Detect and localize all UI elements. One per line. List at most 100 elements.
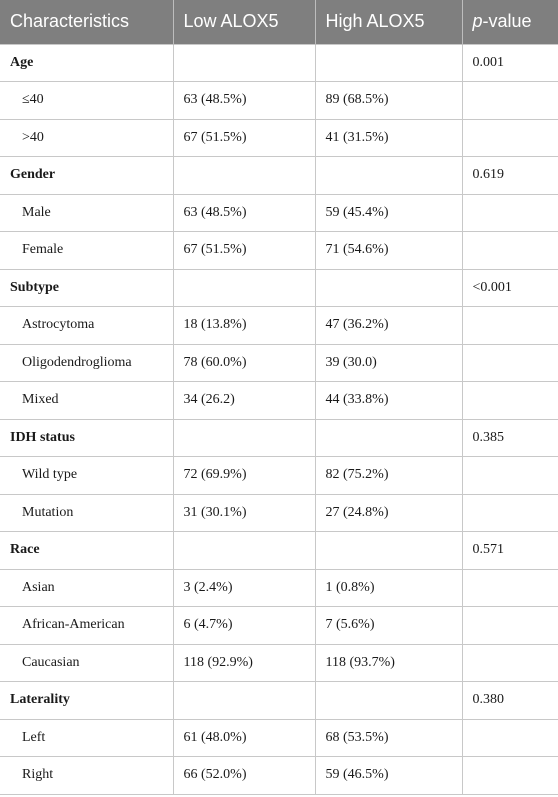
cell-p-value	[461, 306, 558, 345]
table-header: Characteristics Low ALOX5 High ALOX5 p-v…	[0, 0, 558, 44]
cell-low-alox5: 61 (48.0%)	[172, 718, 316, 757]
cell-high-alox5	[314, 681, 463, 720]
table-row: Left 61 (48.0%) 68 (53.5%)	[0, 718, 558, 757]
cell-low-alox5	[172, 268, 316, 307]
cell-p-value	[461, 718, 558, 757]
cell-low-alox5: 31 (30.1%)	[172, 493, 316, 532]
category-row: Laterality 0.380	[0, 681, 558, 720]
cell-high-alox5: 1 (0.8%)	[314, 568, 463, 607]
cell-high-alox5	[314, 43, 463, 82]
cell-p-value: 0.571	[461, 531, 558, 570]
cell-low-alox5	[172, 531, 316, 570]
category-row: Gender 0.619	[0, 156, 558, 195]
cell-characteristic: Astrocytoma	[0, 306, 174, 345]
table-row: Female 67 (51.5%) 71 (54.6%)	[0, 231, 558, 270]
cell-p-value	[461, 568, 558, 607]
header-characteristics: Characteristics	[0, 0, 174, 44]
cell-high-alox5: 41 (31.5%)	[314, 118, 463, 157]
table-row: Mutation 31 (30.1%) 27 (24.8%)	[0, 493, 558, 532]
cell-p-value: 0.380	[461, 681, 558, 720]
cell-low-alox5	[172, 156, 316, 195]
cell-low-alox5: 63 (48.5%)	[172, 81, 316, 120]
cell-high-alox5: 82 (75.2%)	[314, 456, 463, 495]
category-row: Race 0.571	[0, 531, 558, 570]
cell-low-alox5	[172, 681, 316, 720]
cell-high-alox5	[314, 156, 463, 195]
cell-characteristic: ≤40	[0, 81, 174, 120]
table-row: Wild type 72 (69.9%) 82 (75.2%)	[0, 456, 558, 495]
cell-low-alox5: 18 (13.8%)	[172, 306, 316, 345]
cell-high-alox5: 71 (54.6%)	[314, 231, 463, 270]
cell-low-alox5: 3 (2.4%)	[172, 568, 316, 607]
cell-low-alox5: 6 (4.7%)	[172, 606, 316, 645]
cell-characteristic: Oligodendroglioma	[0, 343, 174, 382]
cell-characteristic: Gender	[0, 156, 174, 195]
header-p-rest: -value	[482, 11, 532, 32]
table-body: Age 0.001 ≤40 63 (48.5%) 89 (68.5%) >40 67 (51…	[0, 43, 558, 795]
cell-characteristic: Mixed	[0, 381, 174, 420]
cell-characteristic: Asian	[0, 568, 174, 607]
cell-low-alox5: 67 (51.5%)	[172, 118, 316, 157]
cell-high-alox5: 89 (68.5%)	[314, 81, 463, 120]
table-row: ≤40 63 (48.5%) 89 (68.5%)	[0, 81, 558, 120]
cell-p-value	[461, 381, 558, 420]
cell-low-alox5: 63 (48.5%)	[172, 193, 316, 232]
header-p-italic: p	[472, 11, 483, 32]
cell-low-alox5: 67 (51.5%)	[172, 231, 316, 270]
category-row: IDH status 0.385	[0, 418, 558, 457]
table-row: African-American 6 (4.7%) 7 (5.6%)	[0, 606, 558, 645]
cell-characteristic: Male	[0, 193, 174, 232]
header-p-value: p-value	[462, 0, 558, 44]
cell-characteristic: >40	[0, 118, 174, 157]
cell-low-alox5: 66 (52.0%)	[172, 756, 316, 795]
cell-p-value	[461, 193, 558, 232]
cell-p-value	[461, 456, 558, 495]
table-row: Caucasian 118 (92.9%) 118 (93.7%)	[0, 643, 558, 682]
header-row: Characteristics Low ALOX5 High ALOX5 p-v…	[0, 0, 558, 44]
cell-p-value	[461, 343, 558, 382]
cell-high-alox5: 118 (93.7%)	[314, 643, 463, 682]
cell-low-alox5: 72 (69.9%)	[172, 456, 316, 495]
category-row: Subtype <0.001	[0, 268, 558, 307]
cell-high-alox5: 59 (45.4%)	[314, 193, 463, 232]
cell-characteristic: Caucasian	[0, 643, 174, 682]
table-row: Oligodendroglioma 78 (60.0%) 39 (30.0)	[0, 343, 558, 382]
header-low-alox5: Low ALOX5	[173, 0, 316, 44]
category-row: Age 0.001	[0, 43, 558, 82]
cell-low-alox5: 118 (92.9%)	[172, 643, 316, 682]
cell-low-alox5	[172, 418, 316, 457]
cell-p-value: 0.619	[461, 156, 558, 195]
cell-low-alox5: 34 (26.2)	[172, 381, 316, 420]
cell-high-alox5: 27 (24.8%)	[314, 493, 463, 532]
cell-high-alox5: 59 (46.5%)	[314, 756, 463, 795]
cell-p-value	[461, 81, 558, 120]
table-row: Astrocytoma 18 (13.8%) 47 (36.2%)	[0, 306, 558, 345]
cell-high-alox5	[314, 268, 463, 307]
table-row: Right 66 (52.0%) 59 (46.5%)	[0, 756, 558, 795]
table-row: >40 67 (51.5%) 41 (31.5%)	[0, 118, 558, 157]
cell-characteristic: Age	[0, 43, 174, 82]
table-row: Male 63 (48.5%) 59 (45.4%)	[0, 193, 558, 232]
cell-high-alox5: 39 (30.0)	[314, 343, 463, 382]
cell-p-value: 0.001	[461, 43, 558, 82]
cell-high-alox5: 68 (53.5%)	[314, 718, 463, 757]
cell-characteristic: Race	[0, 531, 174, 570]
cell-characteristic: Right	[0, 756, 174, 795]
table-row: Mixed 34 (26.2) 44 (33.8%)	[0, 381, 558, 420]
cell-high-alox5	[314, 418, 463, 457]
cell-p-value: 0.385	[461, 418, 558, 457]
cell-low-alox5	[172, 43, 316, 82]
cell-characteristic: Left	[0, 718, 174, 757]
cell-characteristic: African-American	[0, 606, 174, 645]
cell-p-value	[461, 493, 558, 532]
cell-p-value	[461, 118, 558, 157]
cell-characteristic: Wild type	[0, 456, 174, 495]
cell-p-value	[461, 643, 558, 682]
cell-characteristic: IDH status	[0, 418, 174, 457]
cell-high-alox5	[314, 531, 463, 570]
cell-high-alox5: 7 (5.6%)	[314, 606, 463, 645]
cell-p-value	[461, 231, 558, 270]
table-row: Asian 3 (2.4%) 1 (0.8%)	[0, 568, 558, 607]
cell-characteristic: Mutation	[0, 493, 174, 532]
